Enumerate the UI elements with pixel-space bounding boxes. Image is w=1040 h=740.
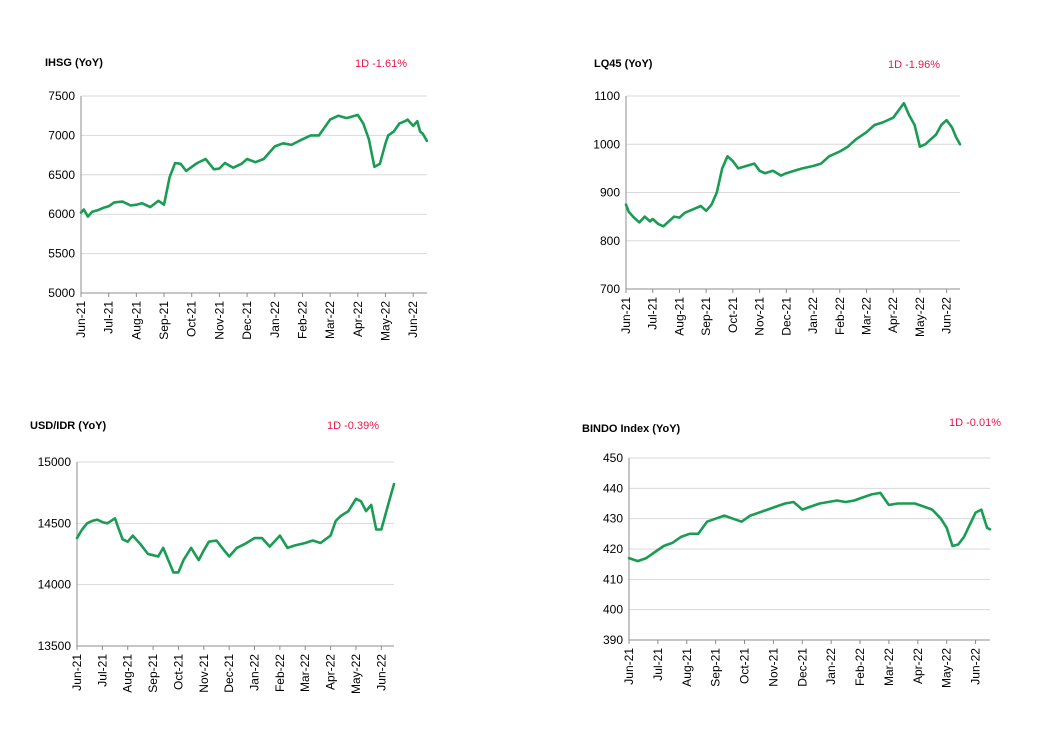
y-tick-label: 5500 [48,247,75,261]
y-tick-label: 6000 [48,207,75,221]
y-tick-label: 450 [603,451,623,465]
y-tick-label: 7000 [48,128,75,142]
x-tick-label: Aug-21 [672,297,686,336]
x-tick-label: May-22 [349,654,363,694]
x-tick-label: Dec-21 [222,654,236,693]
x-tick-label: Jan-22 [248,654,262,691]
x-tick-label: Sep-21 [157,301,171,340]
chart-panel-ihsg: IHSG (YoY) 1D -1.61% 5000 5500 6000 6500 700… [45,57,429,341]
y-tick-label: 15000 [38,455,72,469]
daily-change-label: 1D -0.39% [327,420,379,432]
x-tick-label: Mar-22 [882,648,896,686]
x-tick-label: Mar-22 [859,297,873,335]
y-tick-label: 14000 [38,578,72,592]
chart-title: USD/IDR (YoY) [30,420,107,432]
chart-title: IHSG (YoY) [45,57,103,69]
y-tick-label: 5000 [48,286,75,300]
daily-change-label: 1D -1.96% [888,59,940,71]
x-tick-label: Jun-22 [969,648,983,685]
x-tick-label: Feb-22 [833,297,847,335]
x-tick-label: Nov-21 [212,301,226,340]
y-tick-label: 800 [600,234,620,248]
x-tick-label: May-22 [378,301,392,341]
x-tick-label: Oct-21 [185,301,199,337]
y-tick-label: 440 [603,481,623,495]
x-tick-label: Dec-21 [240,301,254,340]
chart-title: BINDO Index (YoY) [582,423,681,435]
daily-change-label: 1D -1.61% [355,58,407,70]
x-tick-label: Jun-22 [940,297,954,334]
lq45-plot: 700 800 900 1000 1100 Jun-21 Jul-21 Aug-21 Sep-2… [593,89,962,337]
series-line [624,101,962,228]
y-tick-label: 900 [600,186,620,200]
x-tick-label: Feb-22 [295,301,309,339]
x-tick-label: Apr-22 [351,301,365,337]
x-tick-label: Apr-22 [324,654,338,690]
x-tick-label: May-22 [913,297,927,337]
x-tick-label: Oct-21 [171,654,185,690]
x-tick-label: Jun-22 [374,654,388,691]
x-tick-label: Jun-21 [619,297,633,334]
y-tick-label: 420 [603,542,623,556]
y-tick-label: 430 [603,512,623,526]
x-tick-label: Jun-21 [70,654,84,691]
x-tick-label: Apr-22 [886,297,900,333]
x-tick-label: Dec-21 [779,297,793,336]
y-tick-label: 1100 [594,89,620,103]
x-tick-label: Sep-21 [699,297,713,336]
x-tick-label: Jul-21 [651,648,665,681]
x-tick-label: Nov-21 [197,654,211,693]
x-tick-label: Mar-22 [298,654,312,692]
x-tick-label: Feb-22 [853,648,867,686]
y-tick-label: 6500 [48,168,75,182]
y-tick-label: 1000 [593,137,620,151]
y-tick-label: 700 [600,282,620,296]
x-tick-label: Jan-22 [824,648,838,685]
x-tick-label: Jun-22 [406,301,420,338]
y-tick-label: 410 [603,572,623,586]
daily-change-label: 1D -0.01% [949,417,1001,429]
x-tick-label: Nov-21 [753,297,767,336]
x-tick-label: Jun-21 [622,648,636,685]
chart-title: LQ45 (YoY) [594,58,653,70]
ihsg-plot: 5000 5500 6000 6500 7000 7500 Jun-21 Jul-21 Aug-… [48,89,429,341]
x-tick-label: Feb-22 [273,654,287,692]
series-line [627,491,992,563]
y-tick-label: 14500 [38,516,72,530]
y-tick-label: 390 [603,633,623,647]
x-tick-label: Jan-22 [268,301,282,338]
x-tick-label: Aug-21 [680,648,694,687]
y-tick-label: 400 [603,603,623,617]
x-tick-label: Jul-21 [646,297,660,330]
series-line [75,482,396,574]
x-tick-label: Jun-21 [74,301,88,338]
x-tick-label: Jan-22 [806,297,820,334]
x-tick-label: Apr-22 [911,648,925,684]
x-tick-label: Oct-21 [726,297,740,333]
bindo-plot: 390 400 410 420 430 440 450 Jun-21 Jul-21 Aug-21 S… [603,451,992,688]
y-tick-label: 13500 [38,639,72,653]
usd-idr-plot: 13500 14000 14500 15000 Jun-21 Jul-21 Aug-21 Se… [38,455,396,694]
x-tick-label: Dec-21 [795,648,809,687]
x-tick-label: Nov-21 [766,648,780,687]
x-tick-label: Jul-21 [95,654,109,687]
series-line [79,113,429,218]
x-tick-label: Sep-21 [146,654,160,693]
x-tick-label: Aug-21 [121,654,135,693]
chart-panel-lq45: LQ45 (YoY) 1D -1.96% 700 800 900 1000 1100 Ju… [593,58,962,337]
x-tick-label: Sep-21 [709,648,723,687]
x-tick-label: Jul-21 [102,301,116,334]
chart-panel-usd-idr: USD/IDR (YoY) 1D -0.39% 1350014000145001… [30,420,396,694]
chart-panel-bindo: BINDO Index (YoY) 1D -0.01% 390 400 410 420… [582,417,1001,688]
x-tick-label: Mar-22 [323,301,337,339]
x-tick-label: Aug-21 [129,301,143,340]
y-tick-label: 7500 [48,89,75,103]
x-tick-label: May-22 [940,648,954,688]
x-tick-label: Oct-21 [738,648,752,684]
